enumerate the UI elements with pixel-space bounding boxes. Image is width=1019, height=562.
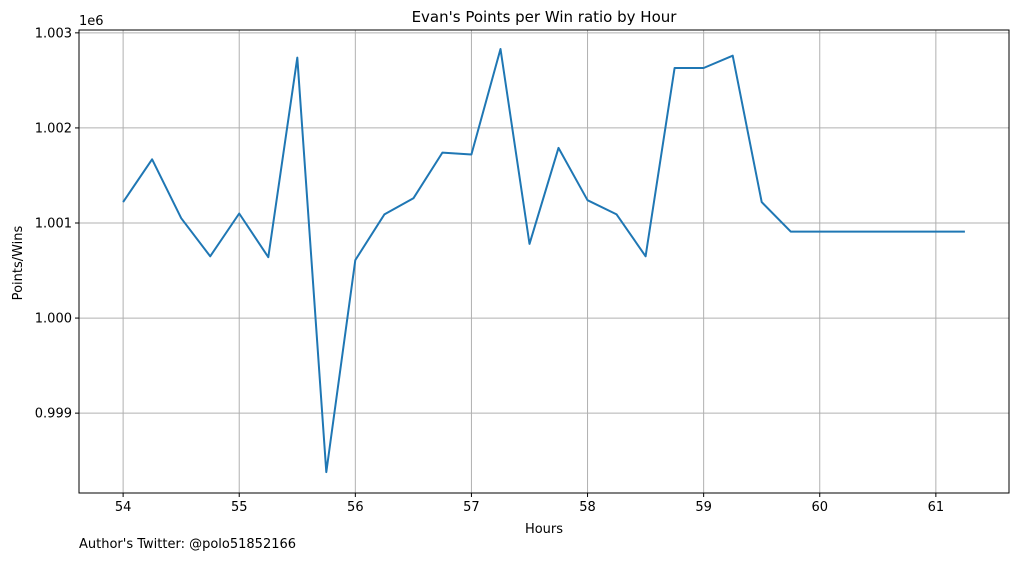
grid-lines: [79, 30, 1009, 493]
x-tick-label: 57: [463, 500, 480, 515]
y-tick-label: 0.999: [35, 407, 72, 422]
x-axis-ticks: 54 55 56 57 58 59 60 61: [115, 493, 944, 515]
x-tick-label: 59: [695, 500, 712, 515]
x-tick-label: 55: [231, 500, 248, 515]
author-credit: Author's Twitter: @polo51852166: [79, 537, 297, 552]
x-tick-label: 56: [347, 500, 364, 515]
y-tick-label: 1.001: [35, 216, 72, 231]
y-tick-label: 1.002: [35, 121, 72, 136]
y-axis-label: Points/Wins: [11, 225, 26, 300]
x-tick-label: 61: [928, 500, 945, 515]
series-line: [122, 48, 965, 474]
x-tick-label: 58: [579, 500, 596, 515]
plot-frame: [78, 29, 1010, 494]
y-axis-offset-label: 1e6: [79, 14, 104, 29]
x-axis-label: Hours: [525, 522, 563, 537]
x-tick-label: 54: [115, 500, 132, 515]
series-line-layer: [122, 48, 965, 474]
chart-title: Evan's Points per Win ratio by Hour: [412, 8, 678, 26]
x-tick-label: 60: [811, 500, 828, 515]
y-axis-ticks: 0.999 1.000 1.001 1.002 1.003: [35, 26, 79, 422]
y-tick-label: 1.003: [35, 26, 72, 41]
y-tick-label: 1.000: [35, 312, 72, 327]
